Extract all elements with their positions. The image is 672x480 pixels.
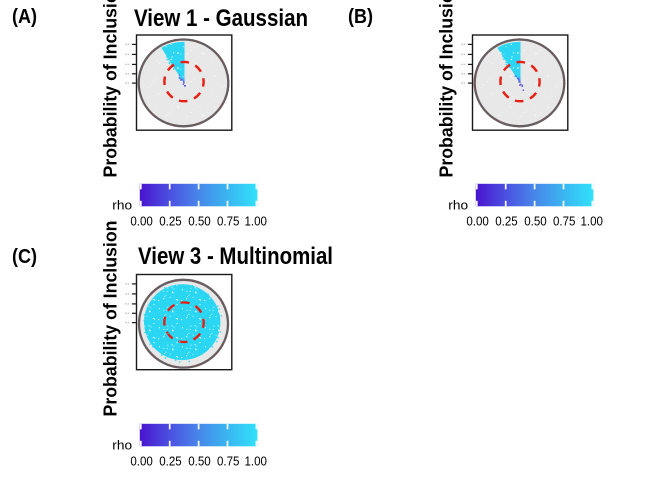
svg-text:0.00: 0.00 <box>466 214 489 228</box>
svg-text:(A): (A) <box>12 6 37 28</box>
svg-text:Probability of Inclusion: Probability of Inclusion <box>437 0 457 178</box>
svg-text:View 3 - Multinomial: View 3 - Multinomial <box>138 243 333 270</box>
svg-text:0.50: 0.50 <box>524 214 547 228</box>
svg-text:0.00: 0.00 <box>130 454 153 468</box>
svg-text:Probability of Inclusion: Probability of Inclusion <box>101 221 121 417</box>
svg-text:(B): (B) <box>348 6 373 28</box>
svg-text:0.00: 0.00 <box>130 214 153 228</box>
svg-text:0.25: 0.25 <box>159 454 182 468</box>
svg-text:(C): (C) <box>12 246 37 268</box>
svg-text:rho: rho <box>112 198 132 213</box>
svg-text:View 1 - Gaussian: View 1 - Gaussian <box>134 5 308 32</box>
svg-text:0.25: 0.25 <box>159 214 182 228</box>
svg-text:rho: rho <box>112 438 132 453</box>
svg-text:0.75: 0.75 <box>217 454 240 468</box>
svg-text:0.50: 0.50 <box>188 214 211 228</box>
svg-text:1.00: 1.00 <box>244 454 267 468</box>
svg-text:0.50: 0.50 <box>188 454 211 468</box>
svg-text:Probability of Inclusion: Probability of Inclusion <box>101 0 121 178</box>
svg-text:0.75: 0.75 <box>217 214 240 228</box>
svg-text:rho: rho <box>448 198 468 213</box>
svg-text:1.00: 1.00 <box>244 214 267 228</box>
svg-text:1.00: 1.00 <box>580 214 603 228</box>
svg-text:0.75: 0.75 <box>553 214 576 228</box>
svg-text:0.25: 0.25 <box>495 214 518 228</box>
